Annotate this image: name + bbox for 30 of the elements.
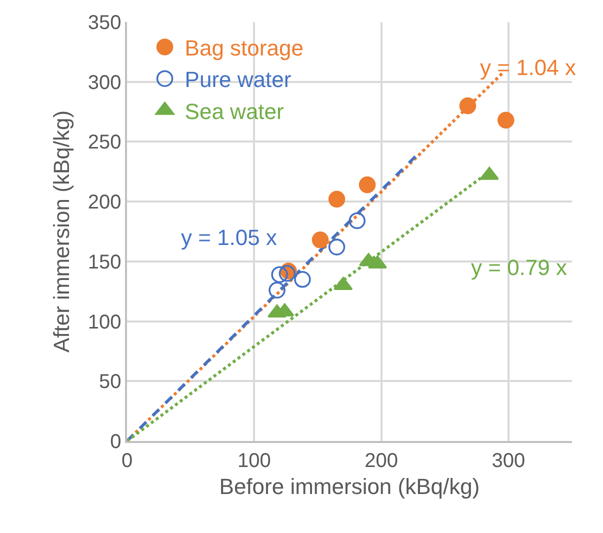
point [268, 282, 286, 299]
y-tick-label: 200 [88, 192, 122, 214]
x-tick-label: 300 [492, 450, 526, 472]
y-axis-title: After immersion (kBq/kg) [49, 110, 74, 353]
point [294, 270, 311, 288]
y-tick-label: 150 [88, 251, 122, 274]
y-tick-label: 100 [88, 311, 122, 334]
point [328, 238, 346, 256]
y-tick-label: 250 [88, 132, 122, 154]
y-tick-label: 50 [99, 371, 122, 394]
point [312, 231, 329, 248]
point [348, 212, 366, 230]
point [497, 112, 514, 129]
y-tick-label: 300 [88, 72, 122, 94]
y-tick-label: 0 [110, 431, 122, 453]
point [334, 276, 353, 290]
point [459, 97, 476, 114]
point [271, 266, 288, 283]
x-tick-label: 100 [237, 450, 271, 472]
point [358, 176, 376, 194]
x-tick-label: 200 [364, 450, 398, 472]
legend-label: Bag storage [184, 36, 304, 61]
point [328, 190, 346, 208]
x-axis-title: Before immersion (kBq/kg) [219, 474, 480, 500]
y-tick-label: 350 [88, 12, 122, 34]
annotation: y = 0.79 x [471, 255, 568, 280]
legend-label: Sea water [184, 98, 284, 124]
annotation: y = 1.04 x [480, 55, 576, 80]
annotation: y = 1.05 x [181, 225, 278, 250]
legend-label: Pure water [184, 67, 292, 92]
